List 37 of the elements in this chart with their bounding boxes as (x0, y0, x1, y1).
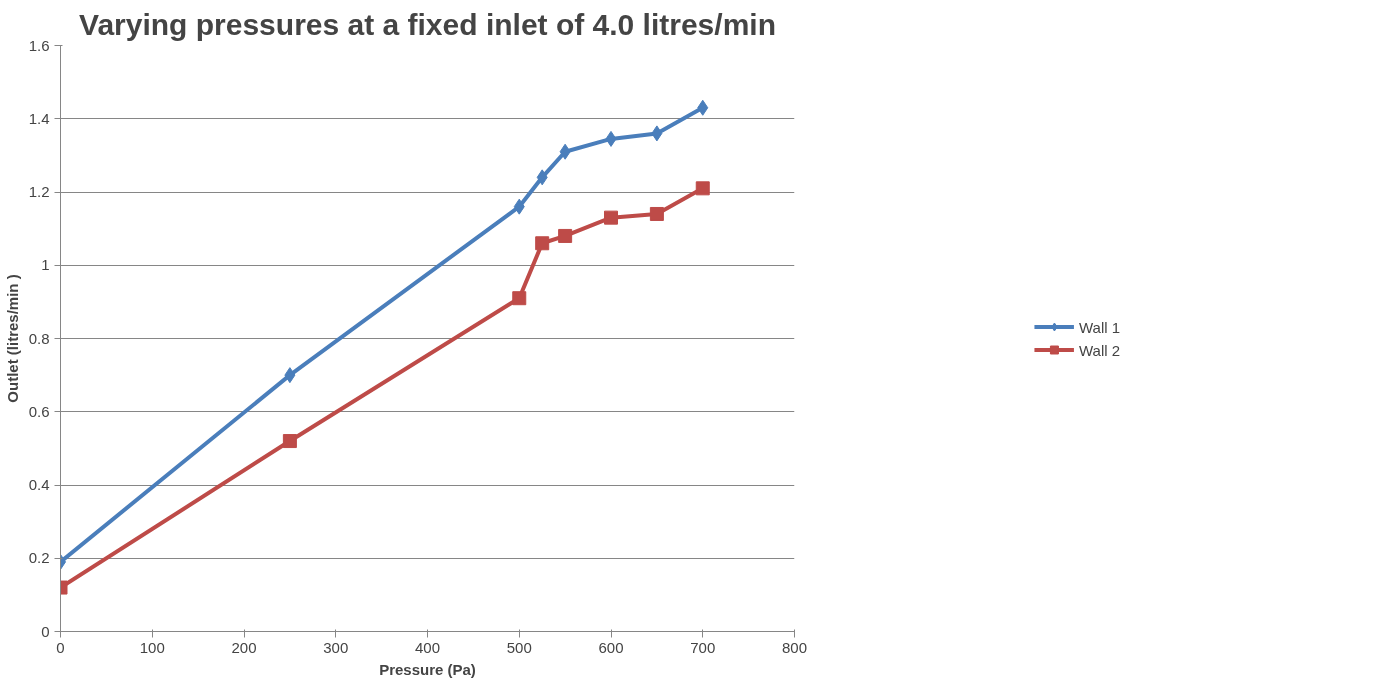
x-tick-label: 200 (231, 638, 257, 656)
point (605, 130, 617, 147)
point (558, 228, 573, 243)
y-tick-label: 1.4 (28, 109, 50, 127)
x-tick-label: 800 (781, 638, 808, 656)
y-tick-label: 1 (41, 256, 50, 274)
point (697, 99, 709, 116)
point (284, 367, 296, 384)
point (535, 236, 550, 251)
point (536, 169, 548, 186)
chart-title: Varying pressures at a fixed inlet of 4.0 litres/min (79, 7, 776, 41)
point (559, 143, 571, 160)
legend-label: Wall 2 (1078, 341, 1121, 358)
point (282, 434, 297, 449)
x-axis-title: Pressure (Pa) (379, 660, 476, 678)
point (513, 198, 525, 215)
y-axis-title: Outlet (litres/min ) (3, 274, 21, 403)
x-tick-label: 700 (690, 638, 716, 656)
x-tick-label: 100 (139, 638, 165, 656)
x-tick-label: 600 (598, 638, 624, 656)
x-tick-label: 0 (56, 638, 65, 656)
point (651, 125, 663, 142)
y-tick-label: 0.4 (28, 476, 50, 493)
y-tick-label: 0.6 (28, 402, 50, 420)
legend-label: Wall 1 (1078, 318, 1121, 335)
point (649, 206, 664, 221)
y-tick-label: 0.2 (28, 549, 50, 567)
y-tick-label: 0 (41, 622, 50, 640)
x-tick-label: 400 (414, 638, 441, 656)
point (512, 291, 527, 306)
x-tick-label: 300 (323, 638, 349, 656)
y-tick-label: 1.6 (28, 36, 50, 54)
y-tick-label: 1.2 (28, 183, 50, 200)
point (695, 181, 710, 196)
point (604, 210, 618, 225)
x-tick-label: 500 (506, 638, 532, 656)
y-tick-label: 0.8 (28, 329, 50, 347)
